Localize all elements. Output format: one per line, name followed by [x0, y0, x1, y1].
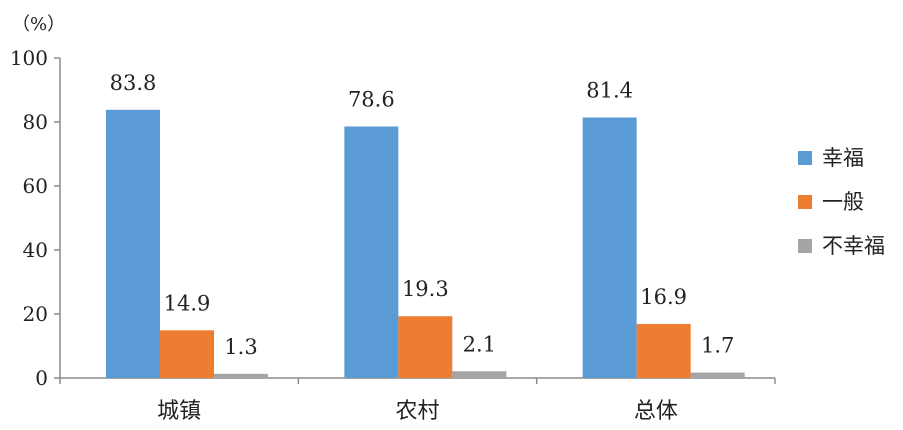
bar: [690, 372, 745, 378]
bar: [582, 117, 637, 379]
data-label: 1.3: [224, 335, 257, 359]
data-label: 16.9: [640, 285, 687, 309]
y-tick-label: 100: [10, 46, 48, 70]
x-category-label: 总体: [634, 399, 678, 424]
y-axis: 0 20 40 60 80 100: [10, 46, 61, 390]
legend-label: 一般: [822, 190, 864, 214]
bar: [636, 323, 691, 378]
x-category-label: 农村: [395, 399, 439, 424]
legend-label: 幸福: [822, 146, 864, 170]
legend-swatch: [798, 151, 812, 165]
y-tick-label: 60: [23, 174, 48, 198]
y-tick-label: 20: [23, 302, 48, 326]
bar: [452, 371, 507, 378]
bar: [398, 316, 453, 378]
legend-label: 不幸福: [822, 234, 885, 258]
data-label: 1.7: [701, 334, 734, 358]
bars: [106, 109, 745, 379]
data-label: 81.4: [586, 79, 633, 103]
data-label: 78.6: [348, 87, 395, 111]
legend-swatch: [798, 239, 812, 253]
data-label: 83.8: [110, 71, 157, 95]
bar: [214, 373, 268, 378]
bar: [160, 330, 214, 378]
data-label: 2.1: [463, 332, 496, 356]
y-tick-label: 80: [23, 110, 48, 134]
y-tick-label: 0: [35, 366, 48, 390]
data-labels: 83.8 14.9 1.3 78.6 19.3 2.1 81.4 16.9 1.7: [110, 71, 735, 359]
y-axis-unit-label: （%）: [12, 14, 65, 35]
bar: [344, 126, 399, 378]
y-tick-label: 40: [23, 238, 48, 262]
data-label: 19.3: [402, 277, 449, 301]
legend-swatch: [798, 195, 812, 209]
data-label: 14.9: [164, 291, 211, 315]
x-axis: 城镇 农村 总体: [59, 377, 776, 424]
bar: [106, 109, 160, 378]
x-category-label: 城镇: [157, 399, 201, 424]
